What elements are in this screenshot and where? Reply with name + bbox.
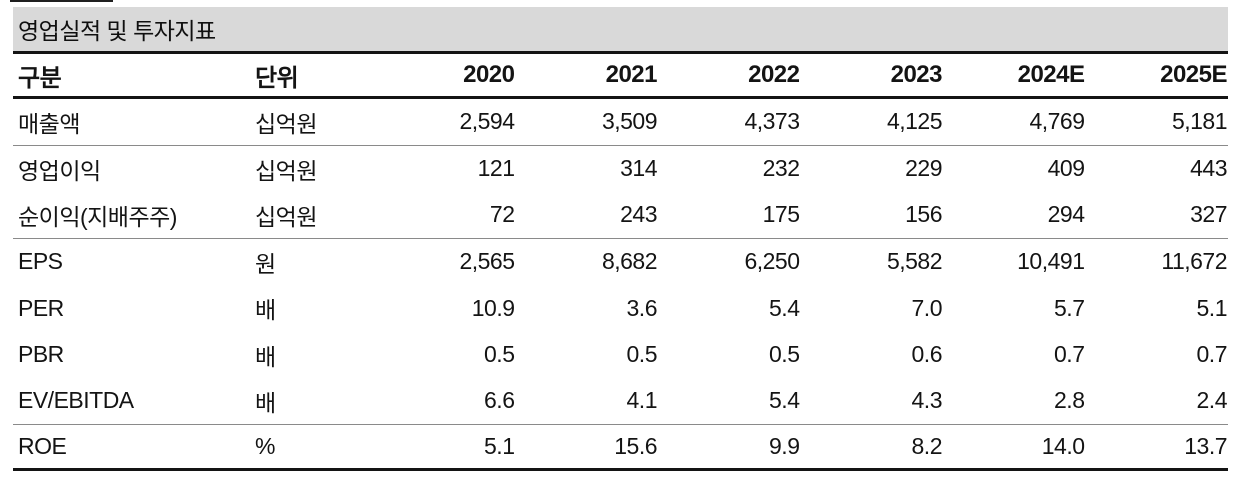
cell-value: 7.0	[911, 294, 943, 321]
table-row-net-income: 순이익(지배주주) 십억원 72 243 175 156 294 327	[13, 192, 1228, 239]
cell-value: 11,672	[1161, 248, 1227, 275]
cell-value: 72	[489, 201, 515, 228]
financial-table: 구분 단위 2020 2021 2022 2023 2024E 2025E 매출…	[13, 54, 1228, 471]
row-label: PER	[18, 294, 64, 321]
cell-value: 15.6	[614, 432, 657, 459]
row-unit: 원	[255, 250, 276, 277]
column-header-year-2020: 2020	[463, 61, 515, 88]
cell-value: 5.4	[769, 387, 800, 414]
cell-value: 10.9	[471, 294, 515, 321]
cell-value: 5.7	[1054, 294, 1085, 321]
cell-value: 327	[1190, 201, 1227, 228]
cell-value: 3.6	[626, 294, 658, 321]
cell-value: 409	[1047, 155, 1085, 182]
cell-value: 294	[1047, 201, 1085, 228]
cell-value: 0.6	[911, 341, 943, 368]
cell-value: 2,594	[459, 108, 515, 135]
cell-value: 4,373	[744, 108, 800, 135]
table-row-eps: EPS 원 2,565 8,682 6,250 5,582 10,491 11,…	[13, 239, 1228, 286]
cell-value: 3,509	[601, 108, 658, 135]
row-label: EV/EBITDA	[18, 387, 134, 414]
row-label: 매출액	[18, 110, 80, 137]
cell-value: 5.1	[1196, 294, 1228, 321]
row-label: 영업이익	[18, 157, 101, 184]
cell-value: 5,181	[1171, 108, 1228, 135]
table-row-per: PER 배 10.9 3.6 5.4 7.0 5.7 5.1	[13, 285, 1228, 332]
cell-value: 2,565	[459, 248, 515, 275]
column-header-year-2023: 2023	[890, 61, 943, 88]
row-label: ROE	[18, 432, 67, 459]
cell-value: 8.2	[911, 432, 943, 459]
row-label: 순이익(지배주주)	[18, 203, 177, 230]
cell-value: 443	[1190, 155, 1227, 182]
cell-value: 2.4	[1196, 387, 1228, 414]
row-label: EPS	[18, 248, 63, 275]
cell-value: 0.7	[1196, 341, 1228, 368]
cell-value: 243	[620, 201, 657, 228]
cell-value: 0.5	[484, 341, 515, 368]
crop-artifact-line	[10, 0, 113, 2]
row-unit: 십억원	[255, 203, 317, 230]
table-row-revenue: 매출액 십억원 2,594 3,509 4,373 4,125 4,769 5,…	[13, 99, 1228, 146]
row-unit: 배	[255, 343, 276, 370]
cell-value: 314	[620, 155, 657, 182]
cell-value: 121	[477, 155, 515, 182]
row-unit: 십억원	[255, 157, 317, 184]
table-header-row: 구분 단위 2020 2021 2022 2023 2024E 2025E	[13, 54, 1228, 99]
row-unit: 배	[255, 389, 276, 416]
cell-value: 229	[905, 155, 942, 182]
cell-value: 6,250	[744, 248, 800, 275]
column-header-year-2022: 2022	[748, 61, 800, 88]
column-header-category: 구분	[18, 64, 62, 92]
cell-value: 9.9	[769, 432, 800, 459]
row-unit: %	[255, 432, 275, 459]
cell-value: 4.3	[911, 387, 943, 414]
cell-value: 6.6	[484, 387, 515, 414]
table-title-bar: 영업실적 및 투자지표	[13, 7, 1228, 54]
cell-value: 232	[762, 155, 800, 182]
cell-value: 2.8	[1054, 387, 1085, 414]
table-row-pbr: PBR 배 0.5 0.5 0.5 0.6 0.7 0.7	[13, 332, 1228, 379]
column-header-year-2021: 2021	[605, 61, 658, 88]
cell-value: 8,682	[601, 248, 658, 275]
cell-value: 13.7	[1184, 432, 1227, 459]
cell-value: 14.0	[1041, 432, 1085, 459]
cell-value: 0.5	[769, 341, 800, 368]
cell-value: 4,769	[1029, 108, 1085, 135]
table-row-roe: ROE % 5.1 15.6 9.9 8.2 14.0 13.7	[13, 425, 1228, 471]
cell-value: 0.5	[626, 341, 658, 368]
table-title: 영업실적 및 투자지표	[18, 18, 216, 44]
column-header-year-2024e: 2024E	[1017, 61, 1085, 88]
cell-value: 5.1	[484, 432, 515, 459]
column-header-unit: 단위	[255, 64, 299, 92]
cell-value: 5,582	[886, 248, 943, 275]
cell-value: 175	[762, 201, 800, 228]
table-row-ev-ebitda: EV/EBITDA 배 6.6 4.1 5.4 4.3 2.8 2.4	[13, 378, 1228, 425]
column-header-year-2025e: 2025E	[1160, 61, 1227, 88]
row-unit: 십억원	[255, 110, 317, 137]
cell-value: 0.7	[1054, 341, 1085, 368]
row-label: PBR	[18, 341, 64, 368]
row-unit: 배	[255, 297, 276, 324]
cell-value: 4.1	[626, 387, 658, 414]
cell-value: 4,125	[886, 108, 943, 135]
cell-value: 10,491	[1017, 248, 1085, 275]
cell-value: 156	[905, 201, 942, 228]
table-row-operating-profit: 영업이익 십억원 121 314 232 229 409 443	[13, 146, 1228, 193]
cell-value: 5.4	[769, 294, 800, 321]
